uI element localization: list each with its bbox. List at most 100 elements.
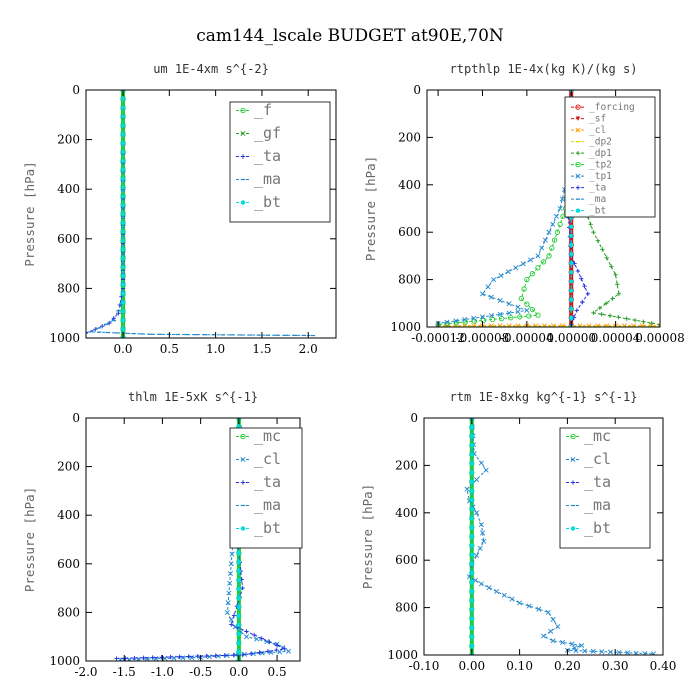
data-point xyxy=(533,325,538,327)
data-point xyxy=(469,643,474,649)
x-tick-label: -1.5 xyxy=(113,665,136,679)
data-point xyxy=(535,265,541,271)
y-tick-label: 800 xyxy=(395,601,418,615)
legend: _mc _cl _ta _ma _bt xyxy=(559,427,651,549)
data-point xyxy=(120,114,126,119)
y-tick-label: 1000 xyxy=(49,654,80,668)
data-point xyxy=(560,325,565,327)
data-point xyxy=(120,254,126,256)
data-point xyxy=(533,323,539,327)
data-point xyxy=(582,284,587,289)
x-tick-label: 0.0 xyxy=(113,342,132,356)
data-point xyxy=(595,325,601,327)
legend-entry: _bt xyxy=(254,519,281,537)
data-point xyxy=(569,288,574,293)
data-point xyxy=(236,622,242,628)
y-tick-label: 600 xyxy=(57,232,80,246)
data-point xyxy=(604,255,609,260)
y-axis-label: Pressure [hPa] xyxy=(363,156,378,261)
data-point xyxy=(582,648,588,654)
data-point xyxy=(539,245,545,251)
data-point xyxy=(195,654,200,659)
data-point xyxy=(524,301,530,307)
data-point xyxy=(265,334,271,336)
legend-marker xyxy=(240,130,246,137)
data-point xyxy=(488,323,494,327)
data-point xyxy=(497,297,503,303)
data-point xyxy=(120,273,126,279)
data-point xyxy=(86,330,89,336)
legend-entry: _ta xyxy=(584,473,611,491)
data-point xyxy=(469,470,474,475)
data-point xyxy=(254,636,260,642)
plot-frame xyxy=(85,89,337,339)
data-point xyxy=(120,326,126,332)
y-tick-label: 0 xyxy=(72,83,80,97)
y-tick-label: 600 xyxy=(57,557,80,571)
legend-marker xyxy=(240,107,246,114)
data-point xyxy=(225,600,231,606)
data-point xyxy=(569,306,574,311)
data-point xyxy=(498,325,503,327)
data-point xyxy=(481,538,487,544)
data-point xyxy=(546,229,552,235)
data-point xyxy=(213,653,218,658)
data-point xyxy=(486,585,492,591)
data-point xyxy=(236,640,242,646)
data-point xyxy=(505,269,511,275)
data-point xyxy=(542,325,547,327)
data-point xyxy=(469,588,474,594)
data-point xyxy=(529,306,536,313)
data-point xyxy=(267,639,272,645)
y-tick-label: 200 xyxy=(395,458,418,472)
data-point xyxy=(553,213,559,219)
data-point xyxy=(603,301,609,306)
data-point xyxy=(590,648,596,654)
data-point xyxy=(597,305,603,311)
x-tick-label: 0.00 xyxy=(458,659,485,673)
data-point xyxy=(114,656,119,661)
data-point xyxy=(301,334,307,337)
data-point xyxy=(535,312,541,318)
data-point xyxy=(569,224,574,229)
data-point xyxy=(184,333,190,336)
data-point xyxy=(462,325,467,327)
x-tick-label: 0.20 xyxy=(554,659,581,673)
data-point xyxy=(579,276,584,281)
data-point xyxy=(215,653,221,659)
data-point xyxy=(257,650,262,655)
data-point xyxy=(168,654,173,660)
data-point xyxy=(549,245,555,251)
y-tick-label: 400 xyxy=(395,506,418,520)
data-point xyxy=(236,613,242,619)
data-point xyxy=(120,220,126,226)
data-point xyxy=(292,334,298,336)
data-point xyxy=(569,270,574,275)
legend-entry: _gf xyxy=(254,124,281,142)
x-tick-label: 0.5 xyxy=(160,342,179,356)
data-point xyxy=(515,325,521,327)
data-point xyxy=(469,598,474,603)
data-point xyxy=(595,238,601,243)
data-point xyxy=(469,534,474,539)
data-point xyxy=(595,323,601,327)
data-point xyxy=(657,322,660,327)
legend-entry: _tp1 xyxy=(589,171,612,182)
data-point xyxy=(471,323,477,327)
data-point xyxy=(469,634,474,639)
data-point xyxy=(551,237,558,243)
y-tick-label: 1000 xyxy=(387,648,418,662)
data-point xyxy=(477,545,483,551)
data-point xyxy=(444,325,450,327)
data-point xyxy=(120,132,126,137)
data-point xyxy=(186,654,191,659)
data-point xyxy=(236,568,242,574)
data-point xyxy=(485,284,491,290)
data-point xyxy=(236,577,242,583)
data-point xyxy=(524,307,530,313)
data-point xyxy=(591,310,596,315)
data-point xyxy=(625,650,631,655)
y-tick-label: 1000 xyxy=(390,320,421,334)
data-point xyxy=(577,325,583,327)
legend-entry: _ta xyxy=(589,183,606,194)
